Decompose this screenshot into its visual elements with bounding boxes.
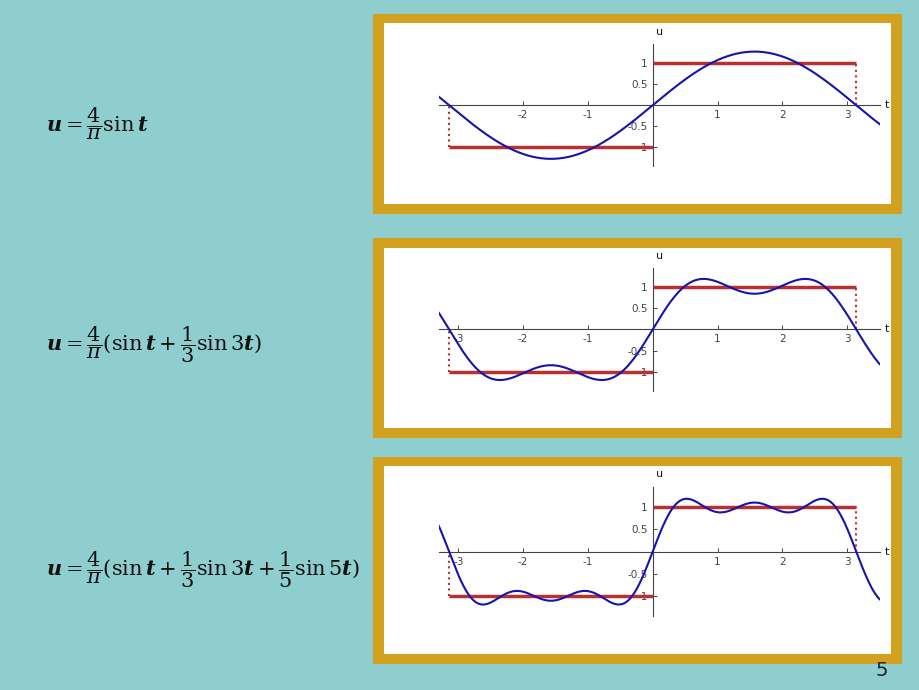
Text: t: t: [884, 100, 888, 110]
Text: $\boldsymbol{u} = \dfrac{4}{\pi}(\sin \boldsymbol{t} + \dfrac{1}{3}\sin 3\boldsy: $\boldsymbol{u} = \dfrac{4}{\pi}(\sin \b…: [46, 325, 261, 365]
Text: u: u: [655, 251, 662, 261]
Text: $\boldsymbol{u} = \dfrac{4}{\pi}\sin \boldsymbol{t}$: $\boldsymbol{u} = \dfrac{4}{\pi}\sin \bo…: [46, 106, 148, 142]
Text: 5: 5: [874, 660, 887, 680]
Text: u: u: [655, 469, 662, 480]
Text: u: u: [655, 27, 662, 37]
Text: t: t: [884, 324, 888, 335]
Text: t: t: [884, 546, 888, 557]
Text: $\boldsymbol{u} = \dfrac{4}{\pi}(\sin \boldsymbol{t} + \dfrac{1}{3}\sin 3\boldsy: $\boldsymbol{u} = \dfrac{4}{\pi}(\sin \b…: [46, 549, 359, 589]
